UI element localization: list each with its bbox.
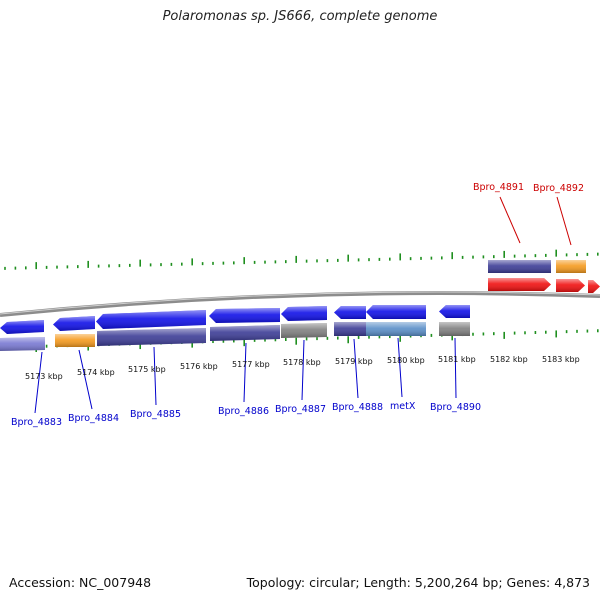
label-leader-lines [34, 196, 572, 414]
leader-line [353, 338, 359, 399]
kbp-label: 5174 kbp [77, 368, 115, 377]
gene-bpro-4888[interactable] [334, 306, 366, 319]
kbp-label: 5179 kbp [335, 357, 373, 366]
leader-line [78, 349, 93, 410]
kbp-label: 5181 kbp [438, 355, 476, 364]
kbp-label: 5176 kbp [180, 362, 218, 371]
gene-label-bpro-4891[interactable]: Bpro_4891 [473, 182, 524, 193]
gene-metx-track[interactable] [366, 322, 426, 336]
kbp-label: 5175 kbp [128, 365, 166, 374]
gene-label-bpro-4887[interactable]: Bpro_4887 [275, 404, 326, 415]
gene-label-bpro-4884[interactable]: Bpro_4884 [68, 413, 119, 424]
genome-backbone [0, 291, 600, 317]
map-title: Polaromonas sp. JS666, complete genome [162, 9, 438, 24]
accession-text: Accession: NC_007948 [9, 575, 152, 590]
gene-bpro-4883-track[interactable] [0, 337, 45, 351]
gene-features [0, 260, 600, 351]
genome-backbone-highlight [0, 291, 600, 315]
gene-label-bpro-4892[interactable]: Bpro_4892 [533, 183, 584, 194]
gene-bpro-4886[interactable] [209, 308, 280, 323]
gene-bpro-4890[interactable] [439, 305, 470, 318]
kbp-label: 5178 kbp [283, 358, 321, 367]
genome-summary-text: Topology: circular; Length: 5,200,264 bp… [246, 575, 590, 590]
outer-tick-track [4, 249, 599, 270]
gene-bpro-4883[interactable] [0, 320, 44, 334]
gene-label-metx[interactable]: metX [390, 401, 416, 412]
kbp-label: 5177 kbp [232, 360, 270, 369]
gene-bpro-4886-track[interactable] [210, 325, 280, 341]
gene-bpro-4890-track[interactable] [439, 322, 470, 336]
gene-bpro-4885-track[interactable] [97, 328, 206, 346]
gene-bpro-4891-track[interactable] [488, 260, 551, 273]
gene-label-bpro-4886[interactable]: Bpro_4886 [218, 406, 269, 417]
gene-bpro-4888-track[interactable] [334, 322, 366, 336]
leader-line [34, 351, 43, 414]
scale-labels: 5173 kbp 5174 kbp 5175 kbp 5176 kbp 5177… [25, 355, 580, 381]
gene-bpro-4892-track[interactable] [556, 260, 586, 273]
gene-bpro-4887[interactable] [281, 306, 327, 321]
kbp-label: 5183 kbp [542, 355, 580, 364]
leader-line [499, 196, 521, 244]
gene-label-bpro-4883[interactable]: Bpro_4883 [11, 417, 62, 428]
gene-bpro-4885[interactable] [96, 310, 206, 329]
kbp-label: 5173 kbp [25, 372, 63, 381]
leader-line [301, 339, 305, 401]
leader-line [454, 337, 457, 399]
gene-bpro-4884-track[interactable] [55, 334, 95, 347]
leader-line [243, 342, 247, 403]
gene-bpro-4884[interactable] [53, 316, 95, 331]
gene-bpro-4887-track[interactable] [281, 323, 327, 338]
gene-metx[interactable] [366, 305, 426, 319]
kbp-label: 5180 kbp [387, 356, 425, 365]
leader-line [153, 346, 157, 406]
leader-line [556, 196, 572, 246]
leader-line [397, 337, 403, 398]
gene-bpro-4892[interactable] [556, 279, 585, 292]
gene-bpro-4891[interactable] [488, 278, 551, 291]
gene-label-bpro-4890[interactable]: Bpro_4890 [430, 402, 481, 413]
kbp-label: 5182 kbp [490, 355, 528, 364]
gene-next-partial[interactable] [588, 280, 600, 293]
gene-label-bpro-4888[interactable]: Bpro_4888 [332, 402, 383, 413]
gene-label-bpro-4885[interactable]: Bpro_4885 [130, 409, 181, 420]
